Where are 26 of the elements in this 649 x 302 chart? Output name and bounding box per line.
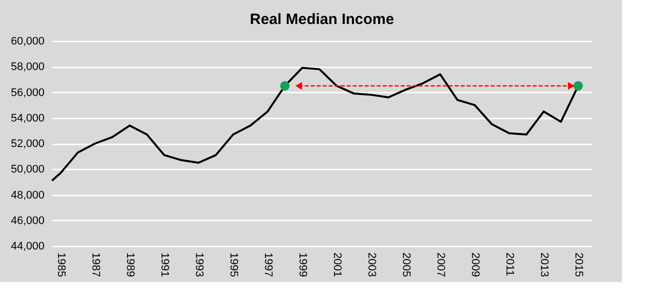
x-tick-label: 1995 bbox=[228, 252, 240, 277]
x-tick-label: 1997 bbox=[262, 252, 274, 277]
x-tick-label: 2009 bbox=[469, 252, 482, 277]
chart-title: Real Median Income bbox=[250, 11, 394, 28]
x-tick-label: 2005 bbox=[400, 252, 412, 277]
x-tick-label: 2015 bbox=[572, 252, 585, 277]
y-tick-label: 56,000 bbox=[10, 86, 44, 99]
y-tick-label: 52,000 bbox=[10, 138, 44, 150]
x-tick-label: 2011 bbox=[504, 252, 516, 276]
x-tick-label: 2001 bbox=[331, 252, 344, 277]
x-tick-label: 2007 bbox=[434, 252, 447, 277]
x-tick-label: 1993 bbox=[193, 252, 206, 277]
y-tick-label: 46,000 bbox=[10, 214, 44, 227]
x-tick-label: 2003 bbox=[366, 252, 378, 277]
y-tick-label: 48,000 bbox=[10, 189, 44, 202]
x-tick-label: 1987 bbox=[90, 252, 102, 277]
x-tick-label: 1991 bbox=[158, 252, 171, 277]
y-tick-label: 50,000 bbox=[10, 164, 44, 176]
y-tick-label: 60,000 bbox=[10, 36, 44, 48]
x-tick-label: 1989 bbox=[124, 252, 136, 277]
x-tick-label: 1985 bbox=[55, 252, 68, 277]
x-tick-label: 1999 bbox=[296, 252, 309, 277]
x-tick-label: 2013 bbox=[538, 252, 550, 277]
y-tick-label: 58,000 bbox=[10, 61, 44, 74]
y-tick-label: 54,000 bbox=[10, 112, 44, 124]
y-tick-label: 44,000 bbox=[10, 240, 44, 252]
